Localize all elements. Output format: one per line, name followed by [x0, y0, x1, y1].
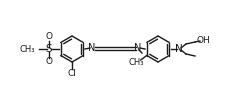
- Text: OH: OH: [196, 36, 210, 44]
- Text: N: N: [134, 43, 142, 53]
- Text: N: N: [88, 43, 96, 53]
- Text: O: O: [46, 32, 53, 41]
- Text: N: N: [175, 44, 183, 54]
- Text: Cl: Cl: [67, 69, 76, 78]
- Text: O: O: [46, 57, 53, 66]
- Text: CH₃: CH₃: [20, 44, 35, 53]
- Text: S: S: [46, 44, 52, 54]
- Text: CH₃: CH₃: [129, 58, 145, 67]
